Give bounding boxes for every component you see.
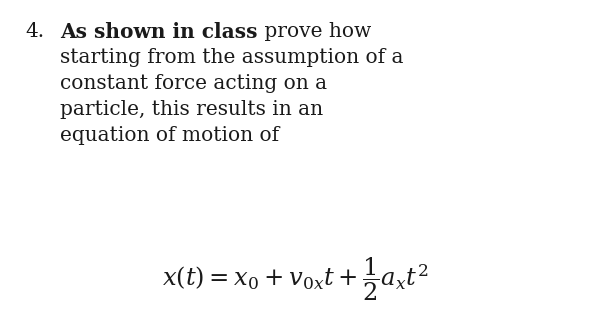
- Text: 4.: 4.: [25, 22, 44, 41]
- Text: As shown in class: As shown in class: [60, 22, 257, 42]
- Text: constant force acting on a: constant force acting on a: [60, 74, 327, 93]
- Text: starting from the assumption of a: starting from the assumption of a: [60, 48, 404, 67]
- Text: $x(t) = x_0 + v_{0x}t + \dfrac{1}{2}a_x t^2$: $x(t) = x_0 + v_{0x}t + \dfrac{1}{2}a_x …: [162, 255, 428, 303]
- Text: equation of motion of: equation of motion of: [60, 126, 279, 145]
- Text: prove how: prove how: [257, 22, 371, 41]
- Text: particle, this results in an: particle, this results in an: [60, 100, 323, 119]
